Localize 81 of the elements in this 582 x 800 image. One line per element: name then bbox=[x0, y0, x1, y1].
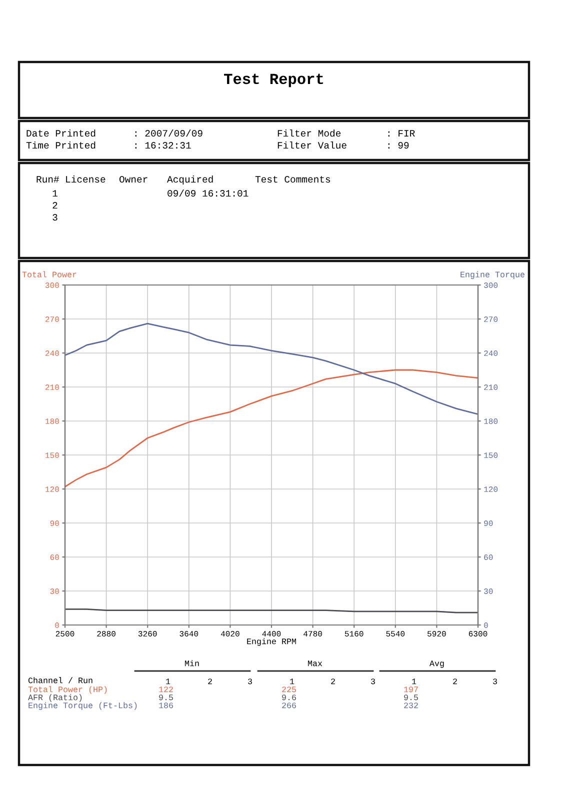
x-tick-label: 2880 bbox=[97, 631, 116, 636]
y2-tick-label: 150 bbox=[484, 452, 498, 458]
text: Min bbox=[185, 660, 199, 666]
x-tick-label: 4780 bbox=[304, 631, 322, 636]
text: Total Power (HP) bbox=[28, 686, 107, 694]
y2-tick-label: 210 bbox=[484, 384, 498, 390]
text: 9.5 bbox=[404, 694, 418, 700]
text: 2 bbox=[331, 678, 335, 684]
text: Test Comments bbox=[255, 176, 330, 183]
x-tick-label: 3640 bbox=[180, 631, 198, 636]
y-tick-label: 60 bbox=[50, 554, 59, 560]
y2-tick-label: 90 bbox=[484, 520, 493, 526]
y2-tick-label: 120 bbox=[484, 486, 498, 492]
text: Date Printed bbox=[26, 129, 96, 137]
text: 266 bbox=[282, 702, 296, 708]
text: 186 bbox=[159, 702, 173, 708]
text: Max bbox=[308, 660, 322, 666]
y-tick-label: 0 bbox=[55, 622, 59, 628]
text: 1 bbox=[52, 190, 58, 197]
text: 197 bbox=[404, 686, 418, 692]
x-axis-title: Engine RPM bbox=[247, 638, 296, 646]
text: License bbox=[66, 175, 106, 183]
y-tick-label: 90 bbox=[50, 520, 59, 526]
text: Filter Mode bbox=[278, 129, 341, 137]
y-tick-label: 150 bbox=[46, 452, 59, 458]
y-tick-label: 300 bbox=[45, 282, 59, 288]
text: 3 bbox=[248, 678, 252, 684]
text: Avg bbox=[430, 660, 444, 668]
text: 9.6 bbox=[282, 694, 296, 700]
y2-tick-label: 180 bbox=[484, 418, 498, 424]
text: 3 bbox=[493, 678, 497, 684]
x-tick-label: 4400 bbox=[262, 631, 281, 636]
y2-tick-label: 30 bbox=[484, 588, 493, 594]
y-tick-label: 120 bbox=[46, 486, 59, 492]
x-tick-label: 6300 bbox=[468, 631, 488, 636]
x-tick-label: 5920 bbox=[428, 631, 446, 636]
text: 2 bbox=[453, 678, 457, 684]
y2-tick-label: 300 bbox=[484, 282, 498, 288]
text: 9.5 bbox=[159, 694, 173, 700]
x-tick-label: 5540 bbox=[386, 631, 405, 636]
text: : FIR bbox=[388, 130, 415, 137]
x-tick-label: 5160 bbox=[344, 631, 364, 636]
text: Filter Value bbox=[278, 141, 346, 149]
y-tick-label: 270 bbox=[46, 316, 59, 322]
y2-tick-label: 0 bbox=[484, 622, 488, 628]
text: 1 bbox=[290, 678, 294, 684]
text: : 2007/09/09 bbox=[135, 129, 202, 137]
y-axis-title: Total Power bbox=[22, 271, 76, 278]
y2-tick-label: 60 bbox=[484, 554, 493, 560]
line-series bbox=[65, 369, 478, 488]
x-tick-label: 4020 bbox=[220, 631, 240, 636]
text: : 99 bbox=[388, 142, 409, 149]
text: Owner bbox=[119, 176, 148, 183]
text: Channel / Run bbox=[28, 677, 92, 684]
text: 225 bbox=[282, 686, 296, 692]
text: 232 bbox=[404, 702, 418, 708]
text: 2 bbox=[52, 202, 58, 209]
text: Engine Torque (Ft-Lbs) bbox=[28, 702, 137, 710]
text: Run# bbox=[36, 176, 60, 183]
y-tick-label: 180 bbox=[46, 418, 59, 424]
text: 1 bbox=[166, 678, 170, 684]
y-tick-label: 240 bbox=[46, 350, 59, 356]
text: Time Printed bbox=[26, 141, 96, 149]
line-series bbox=[65, 322, 478, 415]
text: : 16:32:31 bbox=[135, 142, 191, 149]
y-tick-label: 30 bbox=[50, 588, 59, 594]
text: 122 bbox=[159, 686, 173, 692]
x-tick-label: 3260 bbox=[138, 631, 157, 636]
chart-title: Test Report bbox=[224, 74, 323, 88]
y2-tick-label: 270 bbox=[484, 316, 498, 322]
text: Acquired bbox=[167, 175, 213, 185]
y-tick-label: 210 bbox=[46, 384, 59, 390]
x-tick-label: 2500 bbox=[56, 631, 74, 636]
text: AFR (Ratio) bbox=[28, 694, 82, 702]
text: 3 bbox=[371, 678, 375, 684]
text: 3 bbox=[52, 214, 58, 221]
y2-axis-title: Engine Torque bbox=[460, 271, 524, 279]
text: 1 bbox=[412, 678, 416, 684]
text: 09/09 16:31:01 bbox=[168, 189, 248, 197]
y2-tick-label: 240 bbox=[484, 350, 498, 356]
text: 2 bbox=[208, 678, 212, 684]
